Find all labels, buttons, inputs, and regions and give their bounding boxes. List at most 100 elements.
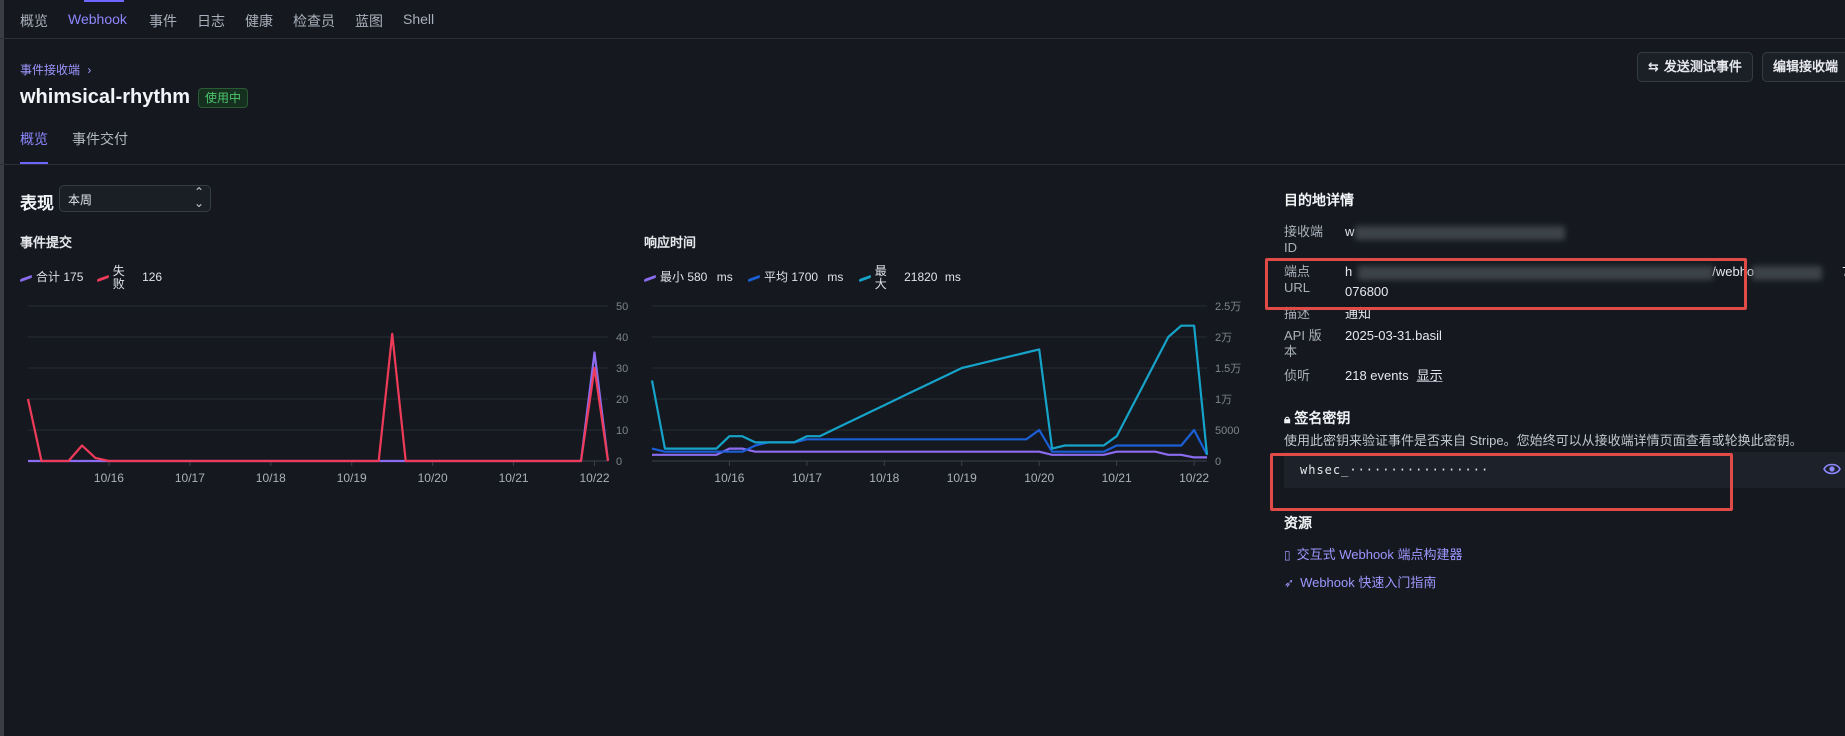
x-tick-label: 10/20	[418, 471, 448, 485]
events-chart: 0 10 20 30 40 50 10/16 10/17 10/18 10/19 10/20 10/2…	[26, 301, 628, 485]
api-version-value: 2025-03-31.basil	[1345, 328, 1442, 343]
top-nav: 概览 Webhook 事件 日志 健康 检查员 蓝图 Shell	[0, 0, 1845, 39]
y-tick-label: 5000	[1215, 425, 1239, 437]
x-tick-label: 10/19	[947, 471, 977, 485]
x-tick-label: 10/18	[256, 471, 286, 485]
series-line	[651, 428, 1208, 456]
nav-shell[interactable]: Shell	[403, 11, 435, 27]
send-test-event-button[interactable]: ⇆ 发送测试事件	[1637, 52, 1753, 82]
y-tick-label: 1.5万	[1215, 363, 1241, 375]
signing-secret-description: 使用此密钥来验证事件是否来自 Stripe。您始终可以从接收端详情页面查看或轮换…	[1284, 433, 1803, 448]
x-tick-label: 10/16	[94, 471, 124, 485]
y-tick-label: 0	[1215, 456, 1221, 468]
time-range-select[interactable]: 本周 ⌃ ⌄	[59, 185, 211, 212]
y-tick-label: 0	[616, 456, 622, 468]
resource-link-quickstart[interactable]: ➶ Webhook 快速入门指南	[1284, 572, 1436, 591]
x-tick-label: 10/21	[499, 471, 529, 485]
time-range-value: 本周	[68, 193, 93, 207]
series-line	[652, 447, 1207, 459]
legend-avg-unit: ms	[827, 270, 844, 285]
signing-secret-title: 🔒︎ 签名密钥	[1284, 408, 1350, 428]
endpoint-url-label: 端点 URL	[1284, 264, 1311, 295]
performance-title: 表现	[20, 194, 54, 213]
legend-fail-value: 126	[142, 270, 163, 285]
y-tick-label: 2.5万	[1215, 301, 1241, 313]
breadcrumb-label[interactable]: 事件接收端	[20, 63, 81, 77]
legend-min[interactable]: 最小 580 ms	[644, 270, 733, 284]
legend-total-swatch	[20, 274, 32, 282]
legend-max-unit: ms	[944, 270, 961, 285]
endpoint-url-prefix: h	[1345, 264, 1353, 279]
legend-total-value: 175	[63, 270, 84, 285]
destination-details-title: 目的地详情	[1284, 192, 1354, 208]
legend-fail[interactable]: 失败 126	[96, 265, 163, 291]
y-tick-label: 40	[616, 332, 628, 344]
legend-avg-text: 平均 1700	[764, 270, 819, 285]
tab-event-delivery[interactable]: 事件交付	[72, 131, 128, 147]
redacted-receiver-id	[1355, 226, 1565, 240]
receiver-id-text: w	[1345, 224, 1355, 239]
book-icon: ▯	[1284, 548, 1291, 562]
legend-min-unit: ms	[716, 270, 733, 285]
y-tick-label: 2万	[1215, 332, 1232, 344]
nav-webhook[interactable]: Webhook	[68, 11, 127, 27]
x-tick-label: 10/22	[1179, 471, 1209, 485]
y-tick-label: 10	[616, 425, 628, 437]
x-tick-label: 10/19	[337, 471, 367, 485]
redacted-endpoint-url-tail	[1752, 266, 1822, 280]
highlight-signing-secret	[1270, 453, 1733, 511]
x-tick-label: 10/20	[1024, 471, 1054, 485]
send-test-label: 发送测试事件	[1663, 59, 1742, 74]
signing-secret-value: whsec_·················	[1300, 463, 1490, 477]
eye-icon[interactable]	[1823, 460, 1841, 478]
legend-max-label: 最大	[874, 264, 887, 291]
receiver-id-value[interactable]: w	[1345, 224, 1354, 240]
redacted-endpoint-url	[1358, 266, 1713, 280]
resource-link-builder-text: 交互式 Webhook 端点构建器	[1296, 547, 1463, 562]
series-line	[28, 351, 610, 463]
swap-arrows-icon: ⇆	[1648, 59, 1659, 74]
response-time-chart: 0 5000 1万 1.5万 2万 2.5万 10/16 10/17 10/18 10/19 10/…	[650, 301, 1241, 485]
api-version-label: API 版本	[1284, 328, 1322, 359]
series-line	[26, 332, 610, 463]
highlight-endpoint-url	[1265, 258, 1747, 310]
x-tick-label: 10/18	[869, 471, 899, 485]
endpoint-url-mid: /webho	[1712, 264, 1755, 279]
edit-receiver-label: 编辑接收端	[1773, 59, 1839, 74]
legend-fail-swatch	[96, 274, 109, 282]
y-tick-label: 20	[616, 394, 628, 406]
resource-link-builder[interactable]: ▯ 交互式 Webhook 端点构建器	[1284, 544, 1463, 563]
receiver-id-label: 接收端 ID	[1284, 224, 1324, 255]
nav-events[interactable]: 事件	[149, 13, 177, 29]
tab-overview[interactable]: 概览	[20, 131, 48, 147]
endpoint-url-value[interactable]: h/webho 759	[1345, 264, 1845, 280]
page-title: whimsical-rhythm	[20, 86, 191, 108]
nav-logs[interactable]: 日志	[197, 13, 225, 29]
legend-max[interactable]: 最大 21820 ms	[858, 265, 961, 291]
legend-total[interactable]: 合计 175	[20, 270, 83, 284]
listening-count: 218 events	[1345, 368, 1409, 383]
resources-title: 资源	[1284, 515, 1312, 531]
endpoint-url-suffix: 759	[1842, 264, 1845, 279]
legend-fail-label: 失败	[112, 264, 125, 291]
x-tick-label: 10/17	[175, 471, 205, 485]
listening-value: 218 events 显示	[1345, 368, 1443, 384]
legend-avg[interactable]: 平均 1700 ms	[748, 270, 843, 284]
y-tick-label: 50	[616, 301, 628, 313]
header-divider	[0, 164, 1845, 165]
resource-link-quickstart-text: Webhook 快速入门指南	[1300, 575, 1437, 590]
x-tick-label: 10/22	[579, 471, 609, 485]
nav-blueprint[interactable]: 蓝图	[355, 13, 383, 29]
window-edge	[0, 0, 4, 736]
y-tick-label: 30	[616, 363, 628, 375]
legend-min-swatch	[644, 274, 656, 282]
legend-min-text: 最小 580	[660, 270, 708, 285]
nav-health[interactable]: 健康	[245, 13, 273, 29]
breadcrumb[interactable]: 事件接收端 ›	[20, 61, 91, 78]
edit-receiver-button[interactable]: 编辑接收端	[1762, 52, 1845, 82]
show-events-link[interactable]: 显示	[1416, 368, 1443, 383]
signing-secret-heading: 签名密钥	[1294, 410, 1351, 426]
nav-overview[interactable]: 概览	[20, 13, 48, 29]
nav-inspector[interactable]: 检查员	[293, 13, 335, 29]
signing-secret-field[interactable]: whsec_·················	[1284, 452, 1845, 488]
